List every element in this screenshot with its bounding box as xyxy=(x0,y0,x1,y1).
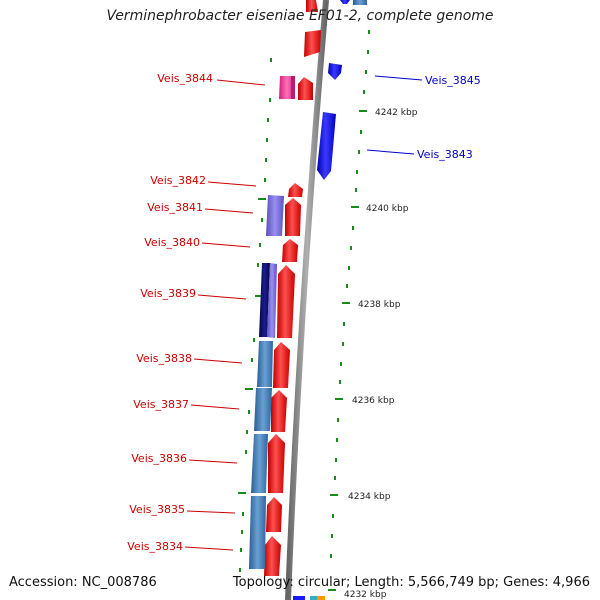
accession-text: Accession: NC_008786 xyxy=(9,575,157,590)
gene-arrow xyxy=(277,265,295,338)
label-connectors xyxy=(184,75,423,551)
left-gene-labels: Veis_3844 Veis_3842 Veis_3841 Veis_3840 … xyxy=(127,72,213,553)
outer-ruler-dashes xyxy=(328,30,370,591)
gene-arrow xyxy=(328,63,342,80)
ruler-label: 4232 kbp xyxy=(344,590,387,600)
ruler-label: 4234 kbp xyxy=(348,492,391,502)
gene-arrow xyxy=(266,497,282,532)
ruler-label: 4242 kbp xyxy=(375,108,418,118)
gene-steel xyxy=(254,388,272,431)
gene-steel xyxy=(251,434,268,493)
gene-label-veis-3836: Veis_3836 xyxy=(131,452,187,465)
genome-backbone xyxy=(285,0,329,600)
gene-arrow xyxy=(271,390,287,432)
gene-arrow xyxy=(264,536,281,576)
gene-label-veis-3837: Veis_3837 xyxy=(133,398,189,411)
inner-ruler-dashes xyxy=(238,58,272,572)
gene-arrow xyxy=(282,239,298,262)
gene-label-veis-3835: Veis_3835 xyxy=(129,503,185,516)
ruler-label: 4240 kbp xyxy=(366,204,409,214)
gene-label-veis-3845: Veis_3845 xyxy=(425,74,481,87)
gene-navy xyxy=(259,263,270,337)
gene-lavender xyxy=(266,195,284,236)
other-genes xyxy=(249,76,295,569)
gene-arrow xyxy=(340,0,350,4)
right-gene-labels: Veis_3845 Veis_3843 xyxy=(417,74,481,161)
gene-label-veis-3838: Veis_3838 xyxy=(136,352,192,365)
gene-arrow xyxy=(268,434,285,493)
gene-label-veis-3842: Veis_3842 xyxy=(150,174,206,187)
gene-label-veis-3839: Veis_3839 xyxy=(140,287,196,300)
gene-arrow xyxy=(273,342,290,388)
gene-arrow xyxy=(306,0,318,12)
forward-strand-genes xyxy=(264,0,321,576)
gene-arrow xyxy=(317,112,336,180)
gene-label-veis-3834: Veis_3834 xyxy=(127,540,183,553)
gene-label-veis-3841: Veis_3841 xyxy=(147,201,203,214)
gene-steel xyxy=(257,341,273,387)
ruler-labels: 4242 kbp 4240 kbp 4238 kbp 4236 kbp 4234… xyxy=(344,108,418,600)
genome-summary-text: Topology: circular; Length: 5,566,749 bp… xyxy=(232,575,590,590)
map-title: Verminephrobacter eiseniae EF01-2, compl… xyxy=(106,8,494,24)
ruler-label: 4236 kbp xyxy=(352,396,395,406)
reverse-strand-genes xyxy=(293,0,367,600)
gene-arrow xyxy=(288,183,303,197)
gene-arrow xyxy=(298,77,313,100)
gene-steel xyxy=(249,496,266,569)
ruler-label: 4238 kbp xyxy=(358,300,401,310)
gene-label-veis-3844: Veis_3844 xyxy=(157,72,213,85)
gene-label-veis-3840: Veis_3840 xyxy=(144,236,200,249)
gene-arrow xyxy=(285,198,301,236)
gene-label-veis-3843: Veis_3843 xyxy=(417,148,473,161)
gene-arrow xyxy=(304,30,321,57)
gene-lavender xyxy=(267,263,277,338)
